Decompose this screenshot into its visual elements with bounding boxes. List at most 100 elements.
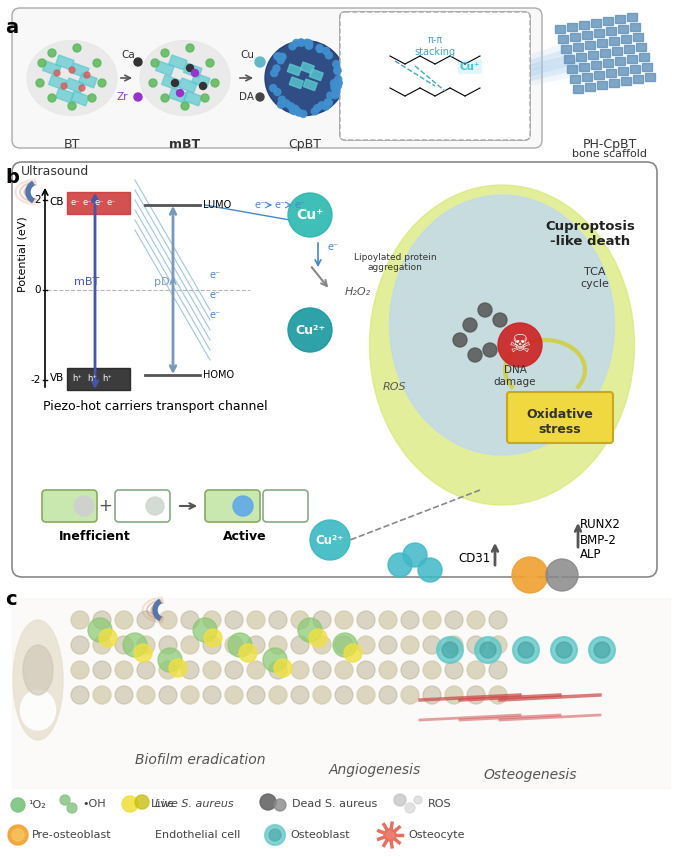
Text: CD31: CD31 [459,552,491,565]
Text: Cu²⁺: Cu²⁺ [295,323,325,337]
Bar [49,75,67,90]
Circle shape [291,686,309,704]
Circle shape [12,829,24,841]
Circle shape [93,686,111,704]
Circle shape [203,611,221,629]
Bar [561,45,571,53]
Circle shape [309,629,327,647]
Circle shape [115,611,133,629]
Text: a: a [5,18,18,37]
Circle shape [283,100,290,107]
Bar [184,91,202,106]
Text: Inefficient: Inefficient [59,530,131,543]
Circle shape [316,45,323,51]
Text: Lipoylated protein
aggregation: Lipoylated protein aggregation [353,253,436,272]
Text: Ultrasound: Ultrasound [21,165,89,178]
Circle shape [335,611,353,629]
Circle shape [513,637,539,663]
FancyBboxPatch shape [12,8,542,148]
Bar [309,69,323,81]
Circle shape [445,611,463,629]
Bar [55,55,74,70]
Circle shape [269,829,281,841]
Circle shape [489,686,507,704]
Circle shape [297,39,304,46]
Text: CpBT: CpBT [288,138,321,151]
Bar [12,598,670,788]
Bar [606,27,616,35]
Circle shape [115,686,133,704]
Circle shape [255,57,265,67]
Text: BT: BT [64,138,80,151]
Circle shape [556,642,572,658]
Circle shape [271,69,277,76]
Circle shape [123,633,147,657]
Bar [612,47,622,55]
Text: pDA: pDA [153,277,177,287]
Circle shape [270,85,277,92]
Circle shape [384,829,396,841]
Ellipse shape [265,40,345,116]
Text: SDT: SDT [56,501,82,511]
Circle shape [93,636,111,654]
Text: e⁻: e⁻ [254,200,266,210]
Circle shape [290,107,297,114]
Text: bone scaffold: bone scaffold [573,149,647,159]
Bar [570,75,580,83]
Circle shape [298,39,305,46]
Circle shape [181,661,199,679]
Bar [67,192,130,214]
Bar [287,64,301,75]
Circle shape [159,686,177,704]
Circle shape [401,661,419,679]
Circle shape [137,686,155,704]
Text: -2: -2 [31,375,41,385]
Text: ROS: ROS [428,799,451,809]
Circle shape [146,497,164,515]
Circle shape [260,794,276,810]
Bar [591,61,601,69]
Bar [192,73,210,88]
Circle shape [405,803,415,813]
Circle shape [335,80,342,87]
Bar [184,63,202,78]
Circle shape [137,636,155,654]
Text: DA: DA [240,92,255,102]
Text: H₂O₂: H₂O₂ [345,287,371,297]
FancyBboxPatch shape [205,490,260,522]
Circle shape [193,618,217,642]
Text: Cuproptosis: Cuproptosis [545,220,635,233]
Circle shape [291,661,309,679]
Circle shape [287,103,295,110]
Text: mBT: mBT [169,138,201,151]
Circle shape [335,686,353,704]
Circle shape [324,99,331,105]
Ellipse shape [23,645,53,695]
Text: Cu²⁺: Cu²⁺ [316,534,344,547]
Text: Angiogenesis: Angiogenesis [329,763,421,777]
Circle shape [151,59,159,67]
Text: 0: 0 [34,285,41,295]
Text: LUMO: LUMO [203,200,232,210]
Wedge shape [153,600,161,620]
Bar [555,25,565,33]
FancyBboxPatch shape [340,12,530,140]
Circle shape [48,94,56,102]
Bar [573,43,583,51]
Circle shape [335,661,353,679]
Circle shape [489,611,507,629]
Text: e⁻: e⁻ [94,197,104,207]
Circle shape [225,611,243,629]
Text: P: P [558,570,566,580]
Circle shape [388,553,412,577]
Circle shape [333,89,340,97]
Text: Ca: Ca [121,50,135,60]
Bar [564,55,574,63]
Bar [624,45,634,53]
Text: VB: VB [50,373,64,383]
Bar [603,59,613,67]
Circle shape [437,637,463,663]
Circle shape [489,636,507,654]
Circle shape [192,69,199,76]
Circle shape [467,611,485,629]
